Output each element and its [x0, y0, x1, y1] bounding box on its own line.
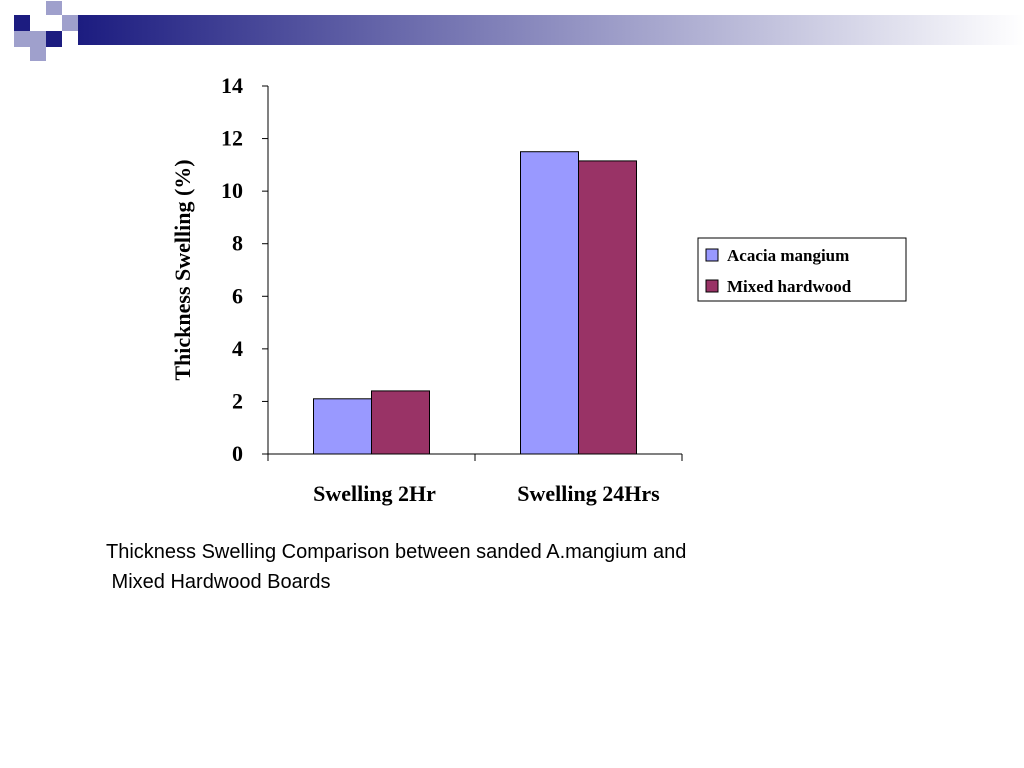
- y-tick-label: 4: [232, 336, 243, 361]
- y-tick-label: 14: [221, 73, 243, 98]
- chart-legend: Acacia mangium Mixed hardwood: [697, 237, 907, 302]
- bar: [578, 160, 637, 455]
- bar: [371, 390, 430, 455]
- x-category-label: Swelling 24Hrs: [517, 481, 660, 506]
- decor-square-dark: [14, 15, 30, 31]
- y-tick-label: 2: [232, 388, 243, 413]
- x-axis-ticks: Swelling 2Hr Swelling 24Hrs: [267, 454, 683, 506]
- legend-box: [697, 237, 907, 302]
- caption-line-1: Thickness Swelling Comparison between sa…: [106, 541, 687, 563]
- decor-square-light: [30, 47, 46, 61]
- y-tick-label: 8: [232, 231, 243, 256]
- y-tick-label: 12: [221, 126, 243, 151]
- caption-line-2: Mixed Hardwood Boards: [106, 571, 331, 593]
- y-tick-label: 6: [232, 283, 243, 308]
- decor-square-light: [14, 31, 30, 47]
- slide-decoration: [14, 1, 1024, 61]
- legend-label: Acacia mangium: [727, 246, 849, 265]
- y-axis-label: Thickness Swelling (%): [170, 159, 195, 380]
- legend-label: Mixed hardwood: [727, 277, 852, 296]
- bar-chart: 0 2 4 6 8 10 12 14 Swelling 2Hr Swelling 24Hrs T…: [170, 73, 907, 506]
- y-tick-label: 0: [232, 441, 243, 466]
- chart-bars: [313, 151, 637, 455]
- x-category-label: Swelling 2Hr: [313, 481, 436, 506]
- slide-caption: Thickness Swelling Comparison between sa…: [106, 537, 686, 597]
- decor-square-light: [62, 15, 78, 31]
- legend-swatch: [705, 248, 719, 262]
- decor-square-light: [30, 31, 46, 47]
- decor-square-dark: [46, 31, 62, 47]
- bar: [520, 151, 579, 455]
- y-tick-label: 10: [221, 178, 243, 203]
- bar: [313, 398, 372, 455]
- decor-square-light: [46, 1, 62, 15]
- header-gradient-bar: [78, 15, 1024, 45]
- y-axis-ticks: 0 2 4 6 8 10 12 14: [221, 73, 268, 466]
- legend-swatch: [705, 279, 719, 293]
